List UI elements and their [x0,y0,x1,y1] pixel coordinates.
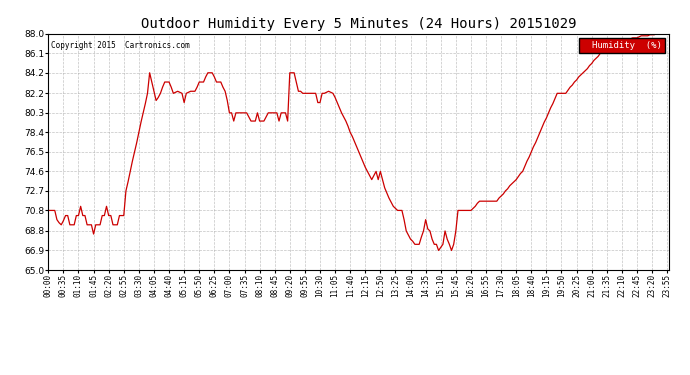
Text: Copyright 2015  Cartronics.com: Copyright 2015 Cartronics.com [51,41,190,50]
Title: Outdoor Humidity Every 5 Minutes (24 Hours) 20151029: Outdoor Humidity Every 5 Minutes (24 Hou… [141,17,577,31]
Legend: Humidity  (%): Humidity (%) [579,38,664,53]
